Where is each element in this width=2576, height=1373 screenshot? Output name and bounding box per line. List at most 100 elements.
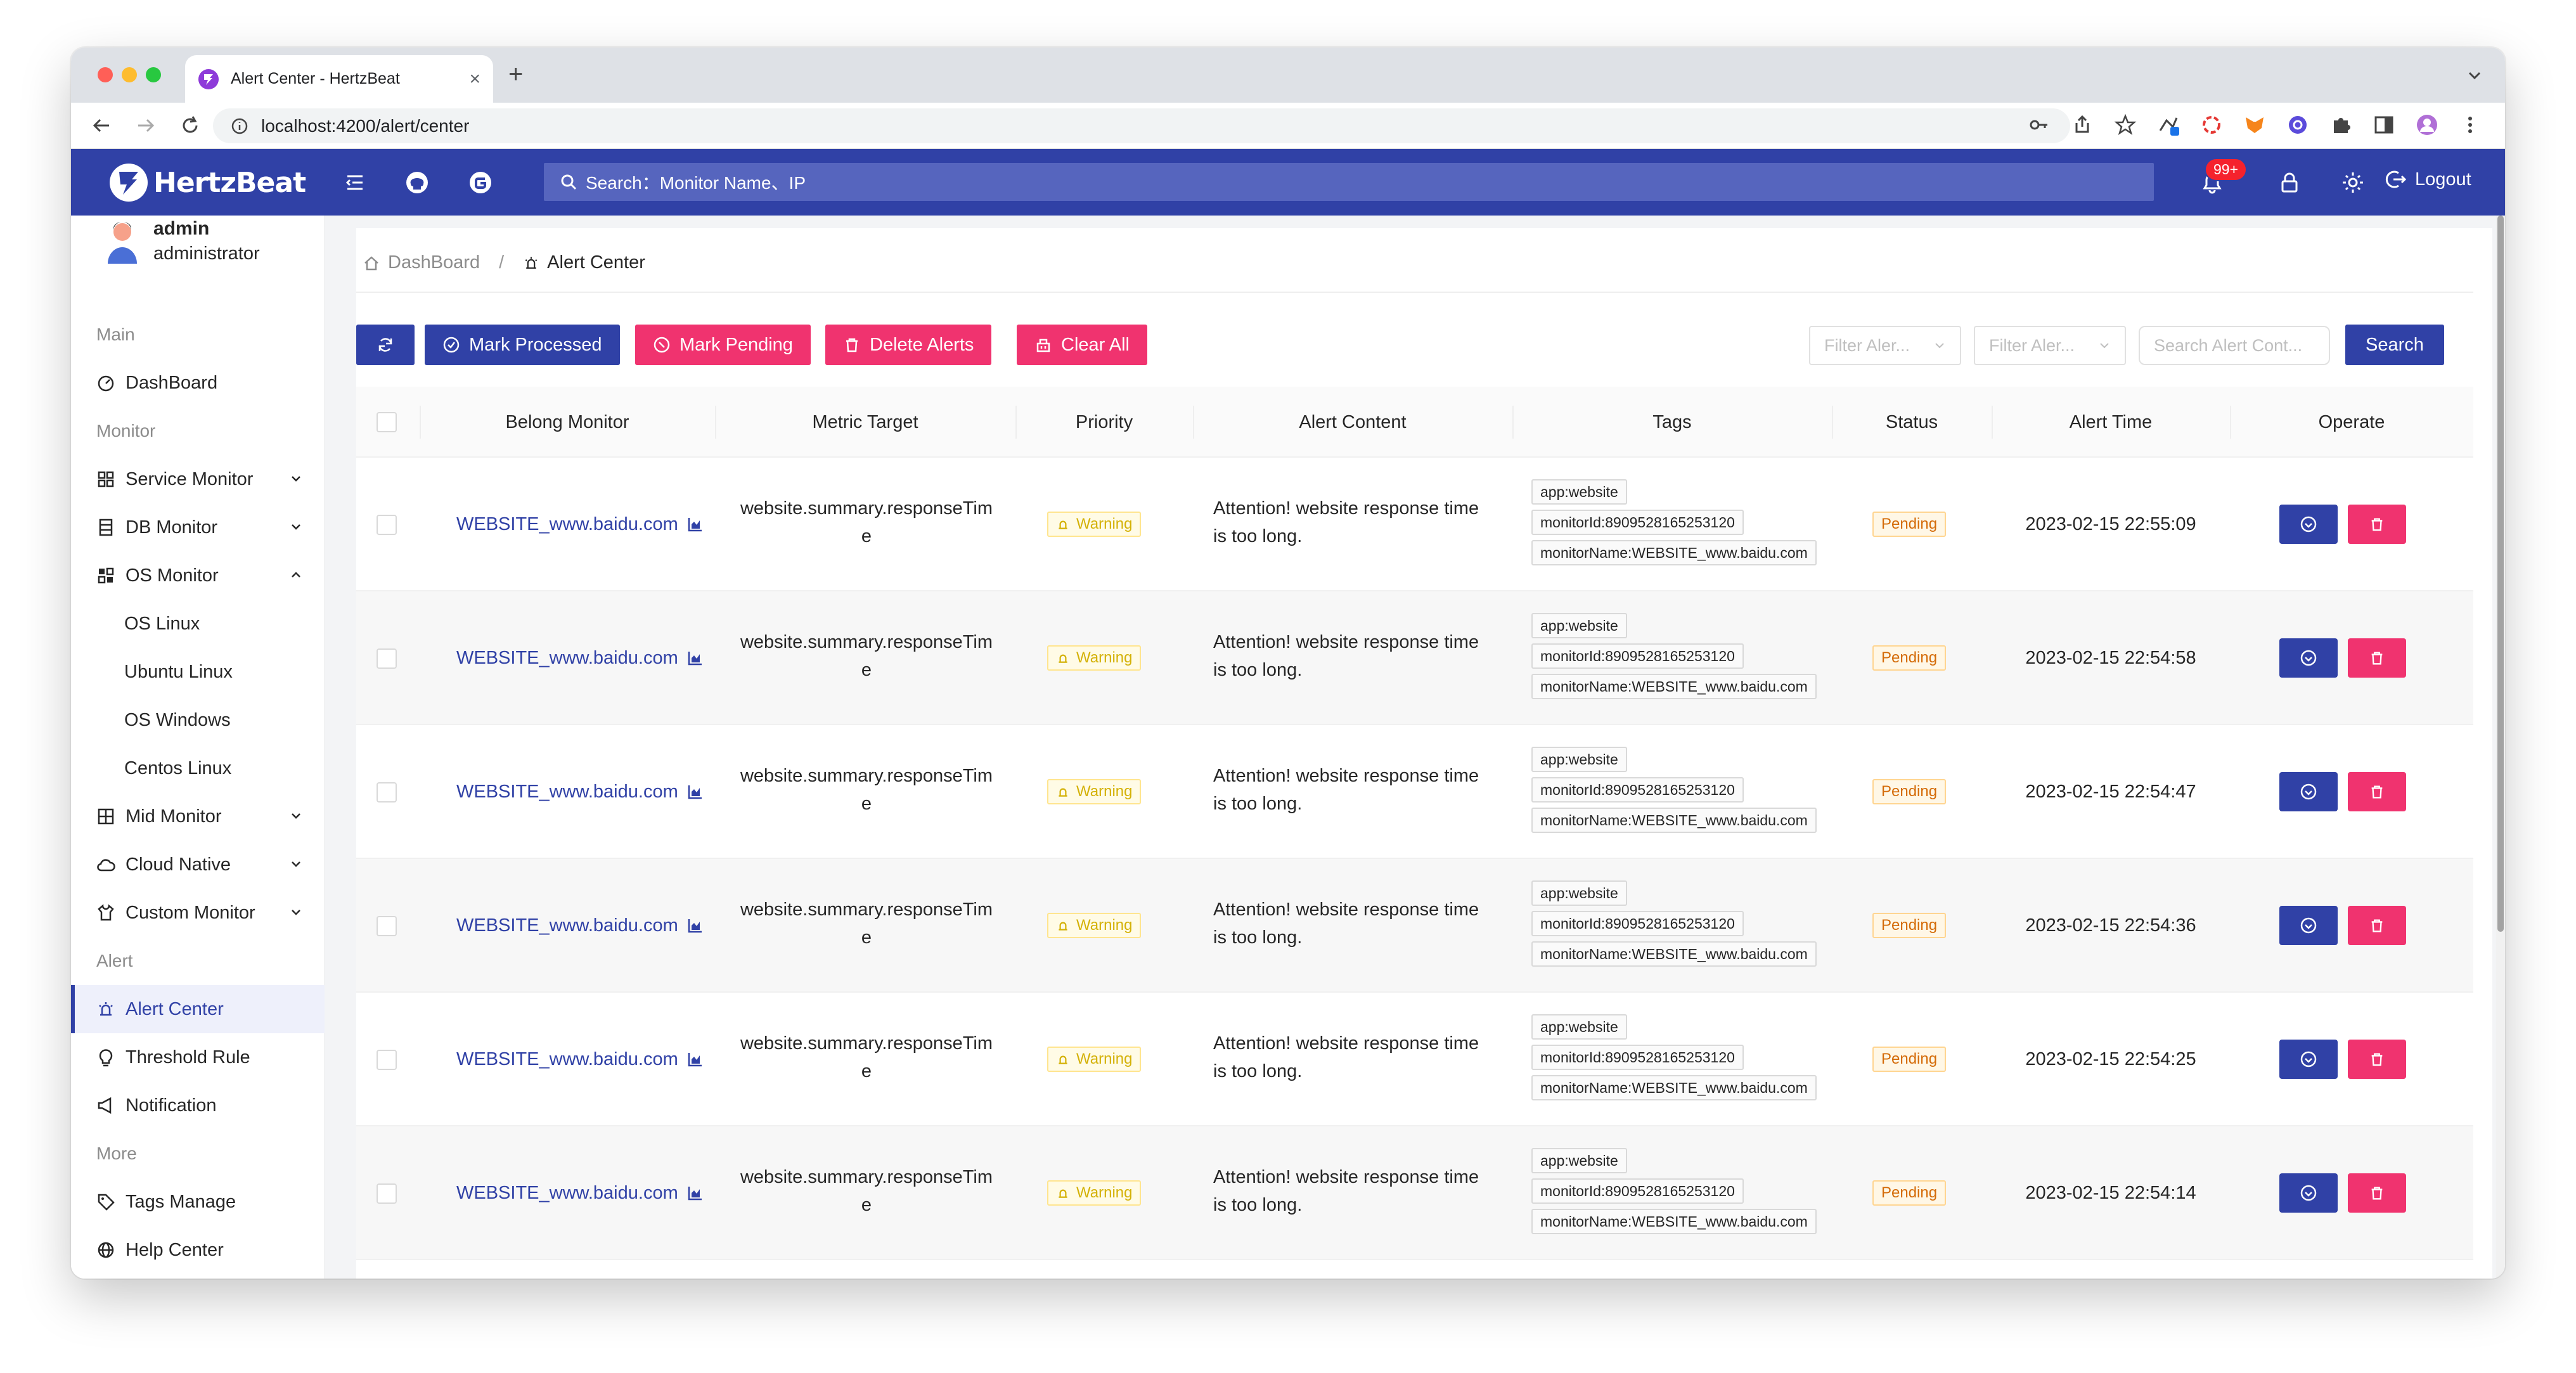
sidebar-item-os-monitor[interactable]: OS Monitor (71, 551, 325, 600)
alert-icon (525, 256, 538, 269)
minimize-window-button[interactable] (122, 67, 137, 82)
area-chart-icon[interactable] (687, 1051, 704, 1067)
monitor-link[interactable]: WEBSITE_www.baidu.com (456, 1179, 704, 1207)
puzzle-extensions-icon[interactable] (2329, 113, 2353, 137)
row-checkbox[interactable] (377, 648, 397, 669)
area-chart-icon[interactable] (687, 1185, 704, 1201)
side-panel-icon[interactable] (2372, 113, 2396, 137)
close-window-button[interactable] (98, 67, 113, 82)
metamask-fox-icon[interactable] (2243, 113, 2267, 137)
delete-row-button[interactable] (2348, 1040, 2406, 1079)
forward-arrow-icon[interactable] (134, 114, 157, 137)
row-checkbox[interactable] (377, 782, 397, 803)
breadcrumb-home[interactable]: DashBoard (388, 252, 480, 273)
col-belong-monitor[interactable]: Belong Monitor (505, 411, 629, 432)
mark-processed-row-button[interactable] (2279, 505, 2338, 544)
sidebar-item-threshold-rule[interactable]: Threshold Rule (71, 1033, 325, 1081)
sidebar-item-cloud-native[interactable]: Cloud Native (71, 841, 325, 889)
refresh-button[interactable] (356, 325, 415, 365)
tab-search-chevron-icon[interactable] (2466, 67, 2483, 84)
col-tags[interactable]: Tags (1652, 411, 1692, 432)
sidebar-item-notification[interactable]: Notification (71, 1081, 325, 1130)
mark-processed-row-button[interactable] (2279, 1173, 2338, 1213)
sidebar-item-os-windows[interactable]: OS Windows (71, 696, 325, 744)
alert-content-search-input[interactable]: Search Alert Cont... (2139, 326, 2330, 365)
settings-gear-icon[interactable] (2340, 170, 2366, 195)
maximize-window-button[interactable] (146, 67, 161, 82)
area-chart-icon[interactable] (687, 783, 704, 800)
monitor-link[interactable]: WEBSITE_www.baidu.com (456, 510, 704, 538)
address-bar[interactable]: localhost:4200/alert/center (213, 108, 2070, 143)
browser-menu-icon[interactable] (2458, 113, 2482, 137)
back-arrow-icon[interactable] (90, 114, 113, 137)
delete-row-button[interactable] (2348, 638, 2406, 678)
mark-processed-button[interactable]: Mark Processed (425, 325, 620, 365)
sidebar-item-mid-monitor[interactable]: Mid Monitor (71, 792, 325, 841)
reload-icon[interactable] (179, 114, 202, 137)
status-filter-select[interactable]: Filter Aler... (1974, 326, 2126, 365)
profile-avatar-icon[interactable] (2415, 113, 2439, 137)
col-status[interactable]: Status (1885, 411, 1938, 432)
monitor-link[interactable]: WEBSITE_www.baidu.com (456, 644, 704, 672)
sidebar-item-help-center[interactable]: Help Center (71, 1226, 325, 1274)
delete-row-button[interactable] (2348, 906, 2406, 945)
red-extension-icon[interactable] (2199, 113, 2224, 137)
share-icon[interactable] (2070, 113, 2094, 137)
sidebar-item-alert-center[interactable]: Alert Center (71, 985, 325, 1033)
at-sign-extension-icon[interactable] (2286, 113, 2310, 137)
monitor-link[interactable]: WEBSITE_www.baidu.com (456, 1045, 704, 1073)
sidebar-item-db-monitor[interactable]: DB Monitor (71, 503, 325, 551)
monitor-link[interactable]: WEBSITE_www.baidu.com (456, 778, 704, 806)
select-all-checkbox[interactable] (377, 412, 397, 432)
priority-filter-select[interactable]: Filter Aler... (1809, 326, 1961, 365)
row-checkbox[interactable] (377, 515, 397, 535)
bookmark-star-icon[interactable] (2113, 113, 2137, 137)
area-chart-icon[interactable] (687, 516, 704, 532)
col-alert-time[interactable]: Alert Time (2069, 411, 2153, 432)
mark-processed-row-button[interactable] (2279, 638, 2338, 678)
metric-target-line-1: website.summary.responseTim (740, 766, 993, 786)
brand-logo[interactable]: HertzBeat (108, 162, 306, 203)
sidebar-item-ubuntu-linux[interactable]: Ubuntu Linux (71, 648, 325, 696)
site-info-icon[interactable] (231, 117, 248, 135)
clear-all-button[interactable]: Clear All (1017, 325, 1147, 365)
sidebar-item-tags-manage[interactable]: Tags Manage (71, 1178, 325, 1226)
mark-processed-row-button[interactable] (2279, 906, 2338, 945)
mark-pending-button[interactable]: Mark Pending (635, 325, 811, 365)
gitee-icon[interactable] (468, 170, 493, 195)
search-button[interactable]: Search (2345, 325, 2444, 365)
delete-alerts-button[interactable]: Delete Alerts (825, 325, 992, 365)
github-icon[interactable] (404, 170, 430, 195)
row-checkbox[interactable] (377, 916, 397, 936)
delete-row-button[interactable] (2348, 772, 2406, 811)
menu-fold-icon[interactable] (342, 170, 368, 195)
col-priority[interactable]: Priority (1075, 411, 1133, 432)
mark-processed-row-button[interactable] (2279, 772, 2338, 811)
area-chart-icon[interactable] (687, 650, 704, 666)
lock-icon[interactable] (2277, 170, 2302, 195)
mark-processed-row-button[interactable] (2279, 1040, 2338, 1079)
sidebar-item-os-linux[interactable]: OS Linux (71, 600, 325, 648)
browser-tab[interactable]: Alert Center - HertzBeat × (185, 55, 493, 103)
col-alert-content[interactable]: Alert Content (1299, 411, 1407, 432)
network-extension-icon[interactable] (2156, 113, 2180, 137)
user-panel[interactable]: admin administrator (105, 216, 260, 266)
key-icon[interactable] (2027, 113, 2051, 137)
page-scrollbar[interactable] (2496, 216, 2505, 1279)
sidebar-item-dashboard[interactable]: DashBoard (71, 359, 325, 407)
delete-row-button[interactable] (2348, 1173, 2406, 1213)
row-checkbox[interactable] (377, 1050, 397, 1070)
row-checkbox[interactable] (377, 1183, 397, 1204)
sidebar-item-custom-monitor[interactable]: Custom Monitor (71, 889, 325, 937)
close-tab-icon[interactable]: × (469, 68, 480, 89)
scrollbar-thumb[interactable] (2497, 216, 2504, 932)
global-search-input[interactable]: Search：Monitor Name、IP (544, 163, 2154, 201)
sidebar-item-service-monitor[interactable]: Service Monitor (71, 455, 325, 503)
logout-button[interactable]: Logout (2383, 168, 2471, 191)
monitor-link[interactable]: WEBSITE_www.baidu.com (456, 912, 704, 939)
new-tab-icon[interactable]: + (508, 60, 524, 88)
area-chart-icon[interactable] (687, 917, 704, 934)
delete-row-button[interactable] (2348, 505, 2406, 544)
sidebar-item-centos-linux[interactable]: Centos Linux (71, 744, 325, 792)
col-metric-target[interactable]: Metric Target (812, 411, 918, 432)
